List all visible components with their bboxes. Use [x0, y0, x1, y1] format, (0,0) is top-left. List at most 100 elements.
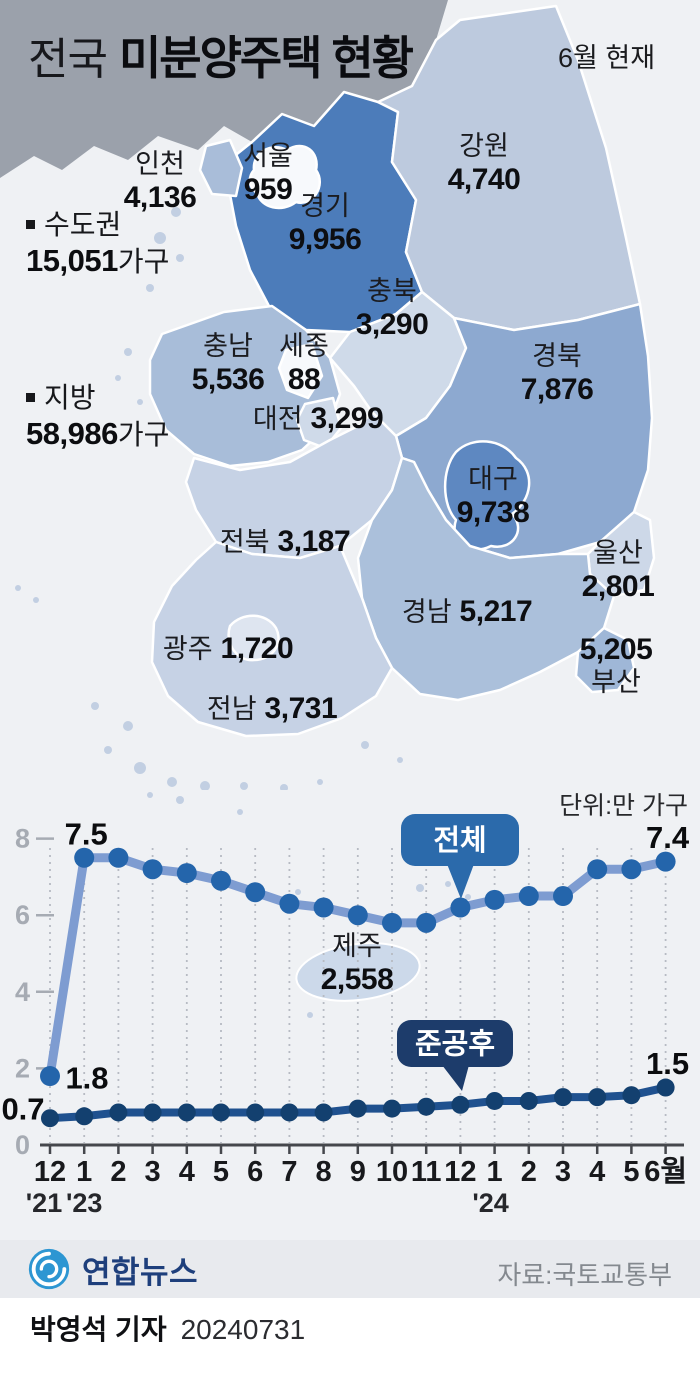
series-0-dot: [518, 886, 539, 907]
map-label-name: 세종: [279, 331, 329, 361]
y-tick-label: 6: [15, 900, 30, 930]
map-label-ulsan: 울산 2,801: [582, 537, 655, 603]
series-1-dot: [41, 1109, 59, 1128]
region-busan: [574, 626, 636, 694]
y-tick-label: 0: [15, 1130, 30, 1160]
bullet-square-icon: [26, 393, 35, 402]
region-daegu: [443, 440, 531, 551]
map-label-sejong: 세종 88: [279, 330, 329, 396]
map-label-name: 인천: [135, 149, 185, 179]
footer-band: [0, 1240, 700, 1298]
series-1-dot: [212, 1103, 230, 1122]
map-label-value: 9,738: [456, 496, 530, 529]
x-tick-label: 2: [110, 1156, 126, 1188]
byline-reporter: 박영석 기자: [30, 1314, 167, 1345]
map-label-gwangju: 광주 1,720: [163, 632, 294, 666]
map-label-seoul: 서울 959: [243, 140, 293, 206]
region-seoul: [248, 144, 322, 210]
series-1-dot: [451, 1095, 470, 1114]
series-1-dot: [75, 1107, 94, 1126]
series-0-dot: [450, 897, 471, 918]
x-tick-label: 3: [145, 1156, 161, 1188]
summary-capital-unit: 가구: [117, 246, 170, 277]
series-1-dot: [246, 1103, 265, 1122]
series-1-dot: [314, 1103, 333, 1122]
x-tick-label: 10: [376, 1156, 408, 1188]
map-label-busan: 5,205 부산: [580, 633, 653, 699]
point-label: 1.8: [65, 1061, 108, 1096]
series-1-dot: [622, 1086, 641, 1105]
summary-capital-region: 수도권 15,051가구: [26, 208, 169, 285]
korea-map: [0, 0, 656, 790]
callout-completed-pointer: [442, 1065, 469, 1091]
series-0-dot: [655, 851, 676, 872]
map-label-value: 88: [287, 363, 321, 396]
x-tick-label: 5: [623, 1156, 639, 1188]
series-0-dot: [347, 905, 368, 926]
map-label-gyeongnam: 경남 5,217: [402, 595, 533, 629]
x-tick-label: 2: [521, 1156, 537, 1188]
x-year-label: '24: [472, 1188, 508, 1218]
map-label-value: 5,536: [191, 363, 265, 396]
region-chungnam: [148, 304, 342, 468]
bullet-square-icon: [26, 220, 35, 229]
point-label: 7.4: [646, 820, 690, 855]
byline: 박영석 기자 20240731: [30, 1308, 305, 1348]
region-jeju: [295, 942, 421, 1002]
north-korea-landmass: [0, 0, 448, 178]
map-label-value: 7,876: [520, 373, 594, 406]
map-label-name: 경북: [532, 341, 582, 371]
x-tick-label: 8: [316, 1156, 332, 1188]
map-label-name: 충남: [203, 331, 253, 361]
series-0-dot: [40, 1066, 60, 1087]
map-label-gyeongbuk: 경북 7,876: [521, 340, 594, 406]
series-1-dot: [485, 1091, 504, 1110]
map-label-value: 5,217: [459, 595, 533, 628]
y-tick-label: 8: [15, 824, 30, 854]
map-label-value: 3,731: [264, 692, 338, 725]
callout-completed-bubble: [397, 1020, 513, 1067]
west-coast-islets: [15, 207, 184, 603]
series-1-dot: [554, 1088, 572, 1107]
series-0-dot: [484, 889, 505, 910]
series-1-dot: [109, 1103, 128, 1122]
series-0-dot: [587, 859, 608, 880]
map-label-name: 제주: [332, 931, 382, 961]
region-sejong: [277, 342, 324, 400]
map-label-value: 1,720: [220, 632, 294, 665]
map-label-value: 3,290: [355, 308, 429, 341]
map-label-name: 서울: [243, 141, 293, 171]
x-tick-label: 9: [350, 1156, 366, 1188]
map-label-chungnam: 충남 5,536: [192, 330, 265, 396]
byline-date: 20240731: [180, 1314, 306, 1345]
as-of-date: 6월 현재: [558, 43, 656, 73]
series-1-dot: [656, 1078, 675, 1097]
x-tick-label: 3: [555, 1156, 571, 1188]
map-label-name: 경기: [300, 191, 350, 221]
point-label: 7.5: [65, 816, 108, 851]
x-tick-label: 7: [281, 1156, 297, 1188]
series-0-dot: [621, 859, 642, 880]
point-label: 0.7: [1, 1092, 44, 1127]
chart-unit-label: 단위:만 가구: [559, 792, 688, 820]
series-0-dot: [313, 897, 334, 918]
region-gwangju: [227, 614, 280, 662]
yonhap-globe-icon: [28, 1248, 70, 1290]
map-label-value: 4,136: [123, 181, 197, 214]
map-label-name: 부산: [591, 667, 641, 697]
map-label-name: 전남: [206, 694, 257, 724]
series-0-dot: [142, 859, 163, 880]
x-tick-label: 5: [213, 1156, 229, 1188]
map-label-gangwon: 강원 4,740: [448, 130, 521, 196]
series-0-dot: [279, 893, 300, 914]
yonhap-logo: 연합뉴스: [26, 1246, 198, 1292]
series-1-dot: [588, 1088, 607, 1107]
map-label-name: 대전: [252, 404, 303, 434]
summary-capital-value: 15,051: [26, 243, 118, 278]
map-label-name: 울산: [593, 538, 643, 568]
y-tick-label: 2: [15, 1053, 30, 1083]
x-year-label: '21: [26, 1188, 62, 1218]
series-0-dot: [176, 863, 197, 884]
map-label-value: 959: [243, 173, 293, 206]
series-0-dot: [74, 847, 95, 868]
